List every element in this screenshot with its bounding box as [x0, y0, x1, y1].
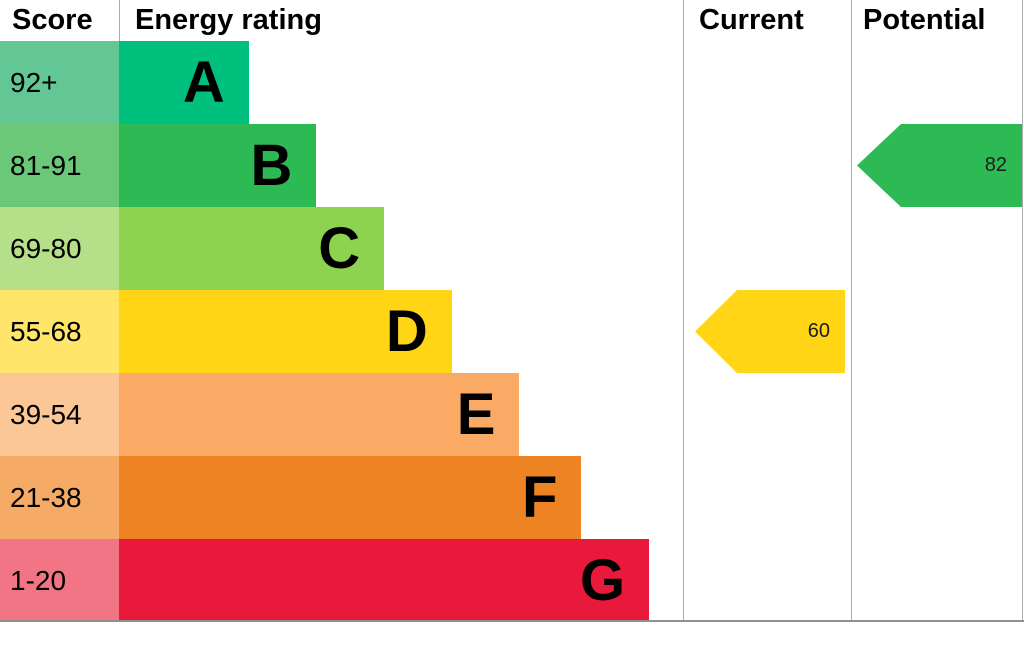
band-bar-track: F — [119, 456, 683, 539]
band-score-cell: 1-20 — [0, 539, 119, 622]
band-letter: B — [250, 133, 293, 198]
band-score-cell: 55-68 — [0, 290, 119, 373]
band-bar-track: B — [119, 124, 683, 207]
current-rating-value: 60 — [807, 320, 830, 342]
potential-rating-value: 82 — [984, 154, 1007, 176]
potential-column-header: Potential — [863, 4, 986, 36]
band-bar: A — [119, 41, 249, 124]
band-row: 81-91 B — [0, 124, 1024, 207]
band-bar: C — [119, 207, 385, 290]
band-row: 55-68 D — [0, 290, 1024, 373]
energy-rating-column-header: Energy rating — [135, 4, 322, 36]
band-score-cell: 81-91 — [0, 124, 119, 207]
band-row: 39-54 E — [0, 373, 1024, 456]
band-bar-track: D — [119, 290, 683, 373]
band-letter: G — [580, 548, 626, 613]
band-bar: B — [119, 124, 317, 207]
band-letter: D — [385, 299, 428, 364]
band-row: 69-80 C — [0, 207, 1024, 290]
band-row: 21-38 F — [0, 456, 1024, 539]
band-bar: F — [119, 456, 582, 539]
epc-energy-rating-chart: Score Energy rating Current Potential 92… — [0, 0, 1024, 622]
band-score-cell: 69-80 — [0, 207, 119, 290]
band-bar-track: E — [119, 373, 683, 456]
score-column-header: Score — [12, 4, 93, 36]
band-letter: A — [182, 50, 225, 115]
band-letter: C — [318, 216, 361, 281]
band-row: 92+ A — [0, 41, 1024, 124]
band-bar-track: A — [119, 41, 683, 124]
band-letter: F — [522, 465, 558, 530]
potential-column-divider — [851, 0, 852, 622]
band-score-cell: 92+ — [0, 41, 119, 124]
band-letter: E — [456, 382, 496, 447]
band-bar: D — [119, 290, 452, 373]
band-bar: E — [119, 373, 520, 456]
band-row: 1-20 G — [0, 539, 1024, 622]
band-score-cell: 39-54 — [0, 373, 119, 456]
band-score-cell: 21-38 — [0, 456, 119, 539]
right-edge-divider — [1022, 0, 1023, 622]
score-energy-divider — [119, 0, 120, 41]
band-bar: G — [119, 539, 650, 622]
chart-bottom-border — [0, 620, 1024, 622]
band-bar-track: C — [119, 207, 683, 290]
current-column-divider — [683, 0, 684, 622]
current-column-header: Current — [699, 4, 804, 36]
band-bar-track: G — [119, 539, 683, 622]
